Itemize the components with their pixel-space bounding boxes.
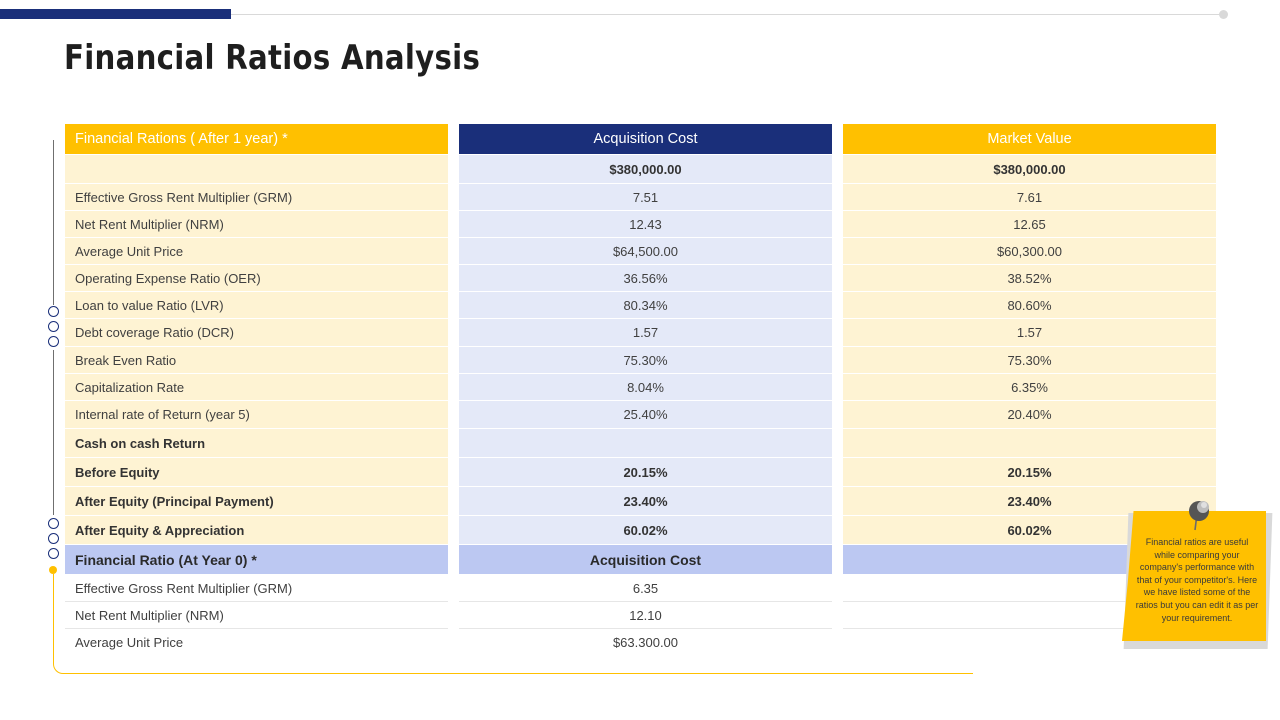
timeline-line-lower [53,350,54,515]
timeline-circle [48,518,59,529]
table-cell-market: 20.40% [843,401,1216,429]
table-cell-acquisition: 25.40% [459,401,832,429]
table-cell-acquisition: 12.43 [459,211,832,238]
timeline-circle [48,336,59,347]
table-cell-acquisition: $63.300.00 [459,629,832,656]
page-title: Financial Ratios Analysis [64,38,481,78]
totals-acquisition: $380,000.00 [459,155,832,184]
table-cell-market: 1.57 [843,319,1216,347]
table-cell-market: 12.65 [843,211,1216,238]
totals-label [65,155,448,184]
sticky-note [1122,511,1266,641]
table-row-label: Net Rent Multiplier (NRM) [65,602,448,629]
table-row-label: Break Even Ratio [65,347,448,374]
table-cell-acquisition: 23.40% [459,487,832,516]
table-row-label: Effective Gross Rent Multiplier (GRM) [65,184,448,211]
table-cell-acquisition: 6.35 [459,575,832,602]
table-cell-acquisition: $64,500.00 [459,238,832,265]
header-acquisition-cost: Acquisition Cost [459,124,832,155]
cash-section-market [843,429,1216,458]
year0-header-acquisition: Acquisition Cost [459,545,832,575]
timeline-line-upper [53,140,54,305]
table-row-label: Debt coverage Ratio (DCR) [65,319,448,347]
cash-section-acquisition [459,429,832,458]
timeline-gold-bracket [53,574,973,674]
table-cell-acquisition: 7.51 [459,184,832,211]
timeline-circle [48,548,59,559]
table-cell-market: 75.30% [843,347,1216,374]
table-cell-market: 6.35% [843,374,1216,401]
timeline-circle [48,533,59,544]
sticky-note-text: Financial ratios are useful while compar… [1135,537,1259,623]
year0-header-label: Financial Ratio (At Year 0) * [65,545,448,575]
table-cell-acquisition: 20.15% [459,458,832,487]
table-row-label: Internal rate of Return (year 5) [65,401,448,429]
table-cell-market: $60,300.00 [843,238,1216,265]
timeline-gold-dot [49,566,57,574]
table-cell-acquisition: 8.04% [459,374,832,401]
timeline-circle [48,321,59,332]
table-row-label: After Equity & Appreciation [65,516,448,545]
table-row-label: Average Unit Price [65,238,448,265]
table-cell-acquisition: 12.10 [459,602,832,629]
table-row-label: Effective Gross Rent Multiplier (GRM) [65,575,448,602]
top-accent-bar [0,9,231,19]
table-row-label: Net Rent Multiplier (NRM) [65,211,448,238]
table-cell-acquisition: 80.34% [459,292,832,319]
header-ratios-label: Financial Rations ( After 1 year) * [65,124,448,155]
table-cell-market: 80.60% [843,292,1216,319]
table-row-label: Capitalization Rate [65,374,448,401]
table-cell-acquisition: 36.56% [459,265,832,292]
table-row-label: Loan to value Ratio (LVR) [65,292,448,319]
table-row-label: After Equity (Principal Payment) [65,487,448,516]
table-row-label: Operating Expense Ratio (OER) [65,265,448,292]
top-divider-line [231,14,1221,15]
table-cell-acquisition: 75.30% [459,347,832,374]
table-row-label: Average Unit Price [65,629,448,656]
top-divider-dot [1219,10,1228,19]
table-cell-acquisition: 1.57 [459,319,832,347]
cash-section-label: Cash on cash Return [65,429,448,458]
pushpin-icon [1189,501,1209,531]
table-cell-market: 7.61 [843,184,1216,211]
table-row-label: Before Equity [65,458,448,487]
totals-market: $380,000.00 [843,155,1216,184]
timeline-circle [48,306,59,317]
header-market-value: Market Value [843,124,1216,155]
table-cell-acquisition: 60.02% [459,516,832,545]
table-cell-market: 20.15% [843,458,1216,487]
table-cell-market: 38.52% [843,265,1216,292]
